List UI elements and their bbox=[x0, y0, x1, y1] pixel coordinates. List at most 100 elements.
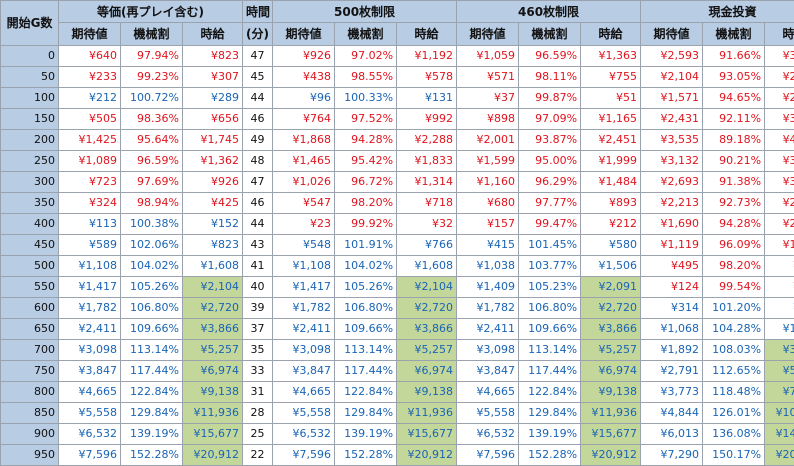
equal-hourly-cell[interactable]: ¥1,362 bbox=[183, 151, 243, 172]
equal-expected-cell[interactable]: ¥640 bbox=[59, 46, 121, 67]
limit460-expected-cell[interactable]: ¥2,411 bbox=[457, 319, 519, 340]
limit500-hourly-cell[interactable]: ¥15,677 bbox=[397, 424, 457, 445]
limit500-payout-cell[interactable]: 99.92% bbox=[335, 214, 397, 235]
limit460-hourly-cell[interactable]: ¥6,974 bbox=[581, 361, 641, 382]
equal-payout-cell[interactable]: 99.23% bbox=[121, 67, 183, 88]
sub-header-hourly[interactable]: 時給 bbox=[765, 23, 794, 46]
equal-payout-cell[interactable]: 105.26% bbox=[121, 277, 183, 298]
time-cell[interactable]: 37 bbox=[243, 319, 273, 340]
equal-payout-cell[interactable]: 129.84% bbox=[121, 403, 183, 424]
start-games-cell[interactable]: 850 bbox=[1, 403, 59, 424]
limit500-expected-cell[interactable]: ¥5,558 bbox=[273, 403, 335, 424]
equal-payout-cell[interactable]: 113.14% bbox=[121, 340, 183, 361]
limit500-payout-cell[interactable]: 104.02% bbox=[335, 256, 397, 277]
limit500-payout-cell[interactable]: 97.52% bbox=[335, 109, 397, 130]
sub-header-expected[interactable]: 期待値 bbox=[59, 23, 121, 46]
limit460-payout-cell[interactable]: 139.19% bbox=[519, 424, 581, 445]
limit500-payout-cell[interactable]: 95.42% bbox=[335, 151, 397, 172]
limit500-hourly-cell[interactable]: ¥1,608 bbox=[397, 256, 457, 277]
equal-hourly-cell[interactable]: ¥152 bbox=[183, 214, 243, 235]
equal-expected-cell[interactable]: ¥1,089 bbox=[59, 151, 121, 172]
cash-expected-cell[interactable]: ¥2,431 bbox=[641, 109, 703, 130]
start-games-cell[interactable]: 550 bbox=[1, 277, 59, 298]
equal-hourly-cell[interactable]: ¥20,912 bbox=[183, 445, 243, 466]
cash-hourly-cell[interactable]: ¥2,781 bbox=[765, 67, 794, 88]
limit460-expected-cell[interactable]: ¥1,782 bbox=[457, 298, 519, 319]
limit500-hourly-cell[interactable]: ¥20,912 bbox=[397, 445, 457, 466]
limit460-payout-cell[interactable]: 105.23% bbox=[519, 277, 581, 298]
time-cell[interactable]: 25 bbox=[243, 424, 273, 445]
cash-payout-cell[interactable]: 101.20% bbox=[703, 298, 765, 319]
limit500-hourly-cell[interactable]: ¥131 bbox=[397, 88, 457, 109]
cash-payout-cell[interactable]: 112.65% bbox=[703, 361, 765, 382]
limit460-payout-cell[interactable]: 129.84% bbox=[519, 403, 581, 424]
cash-payout-cell[interactable]: 92.73% bbox=[703, 193, 765, 214]
time-cell[interactable]: 31 bbox=[243, 382, 273, 403]
limit460-hourly-cell[interactable]: ¥1,484 bbox=[581, 172, 641, 193]
cash-payout-cell[interactable]: 108.03% bbox=[703, 340, 765, 361]
equal-payout-cell[interactable]: 100.72% bbox=[121, 88, 183, 109]
cash-hourly-cell[interactable]: ¥718 bbox=[765, 256, 794, 277]
limit460-expected-cell[interactable]: ¥3,098 bbox=[457, 340, 519, 361]
equal-expected-cell[interactable]: ¥212 bbox=[59, 88, 121, 109]
limit500-hourly-cell[interactable]: ¥3,866 bbox=[397, 319, 457, 340]
cash-payout-cell[interactable]: 93.05% bbox=[703, 67, 765, 88]
limit500-payout-cell[interactable]: 117.44% bbox=[335, 361, 397, 382]
cash-payout-cell[interactable]: 91.66% bbox=[703, 46, 765, 67]
equal-payout-cell[interactable]: 106.80% bbox=[121, 298, 183, 319]
limit460-expected-cell[interactable]: ¥5,558 bbox=[457, 403, 519, 424]
cash-payout-cell[interactable]: 90.21% bbox=[703, 151, 765, 172]
cash-hourly-cell[interactable]: ¥5,061 bbox=[765, 361, 794, 382]
limit500-payout-cell[interactable]: 94.28% bbox=[335, 130, 397, 151]
cash-hourly-cell[interactable]: ¥479 bbox=[765, 298, 794, 319]
limit460-expected-cell[interactable]: ¥898 bbox=[457, 109, 519, 130]
equal-payout-cell[interactable]: 104.02% bbox=[121, 256, 183, 277]
cash-expected-cell[interactable]: ¥3,132 bbox=[641, 151, 703, 172]
cash-expected-cell[interactable]: ¥314 bbox=[641, 298, 703, 319]
cash-expected-cell[interactable]: ¥124 bbox=[641, 277, 703, 298]
time-cell[interactable]: 40 bbox=[243, 277, 273, 298]
limit460-hourly-cell[interactable]: ¥755 bbox=[581, 67, 641, 88]
limit460-payout-cell[interactable]: 106.80% bbox=[519, 298, 581, 319]
limit500-expected-cell[interactable]: ¥1,417 bbox=[273, 277, 335, 298]
limit500-expected-cell[interactable]: ¥6,532 bbox=[273, 424, 335, 445]
start-games-cell[interactable]: 400 bbox=[1, 214, 59, 235]
cash-payout-cell[interactable]: 96.09% bbox=[703, 235, 765, 256]
limit460-hourly-cell[interactable]: ¥3,866 bbox=[581, 319, 641, 340]
cash-hourly-cell[interactable]: ¥7,390 bbox=[765, 382, 794, 403]
sub-header-payout[interactable]: 機械割 bbox=[703, 23, 765, 46]
limit460-hourly-cell[interactable]: ¥1,999 bbox=[581, 151, 641, 172]
equal-expected-cell[interactable]: ¥5,558 bbox=[59, 403, 121, 424]
time-cell[interactable]: 49 bbox=[243, 130, 273, 151]
cash-payout-cell[interactable]: 91.38% bbox=[703, 172, 765, 193]
equal-hourly-cell[interactable]: ¥926 bbox=[183, 172, 243, 193]
start-games-cell[interactable]: 200 bbox=[1, 130, 59, 151]
limit460-expected-cell[interactable]: ¥3,847 bbox=[457, 361, 519, 382]
limit460-expected-cell[interactable]: ¥7,596 bbox=[457, 445, 519, 466]
equal-hourly-cell[interactable]: ¥823 bbox=[183, 46, 243, 67]
equal-expected-cell[interactable]: ¥505 bbox=[59, 109, 121, 130]
limit500-expected-cell[interactable]: ¥3,098 bbox=[273, 340, 335, 361]
group-header-500[interactable]: 500枚制限 bbox=[273, 1, 457, 23]
cash-expected-cell[interactable]: ¥2,791 bbox=[641, 361, 703, 382]
cash-hourly-cell[interactable]: ¥20,070 bbox=[765, 445, 794, 466]
limit460-payout-cell[interactable]: 122.84% bbox=[519, 382, 581, 403]
equal-hourly-cell[interactable]: ¥2,104 bbox=[183, 277, 243, 298]
limit500-hourly-cell[interactable]: ¥1,314 bbox=[397, 172, 457, 193]
equal-hourly-cell[interactable]: ¥5,257 bbox=[183, 340, 243, 361]
limit500-expected-cell[interactable]: ¥1,782 bbox=[273, 298, 335, 319]
limit460-hourly-cell[interactable]: ¥51 bbox=[581, 88, 641, 109]
equal-payout-cell[interactable]: 97.69% bbox=[121, 172, 183, 193]
limit500-hourly-cell[interactable]: ¥2,288 bbox=[397, 130, 457, 151]
limit500-payout-cell[interactable]: 122.84% bbox=[335, 382, 397, 403]
equal-expected-cell[interactable]: ¥4,665 bbox=[59, 382, 121, 403]
equal-payout-cell[interactable]: 97.94% bbox=[121, 46, 183, 67]
limit500-expected-cell[interactable]: ¥438 bbox=[273, 67, 335, 88]
time-cell[interactable]: 44 bbox=[243, 88, 273, 109]
cash-payout-cell[interactable]: 89.18% bbox=[703, 130, 765, 151]
equal-payout-cell[interactable]: 96.59% bbox=[121, 151, 183, 172]
limit460-payout-cell[interactable]: 93.87% bbox=[519, 130, 581, 151]
cash-hourly-cell[interactable]: ¥2,139 bbox=[765, 88, 794, 109]
equal-expected-cell[interactable]: ¥113 bbox=[59, 214, 121, 235]
limit460-payout-cell[interactable]: 96.59% bbox=[519, 46, 581, 67]
